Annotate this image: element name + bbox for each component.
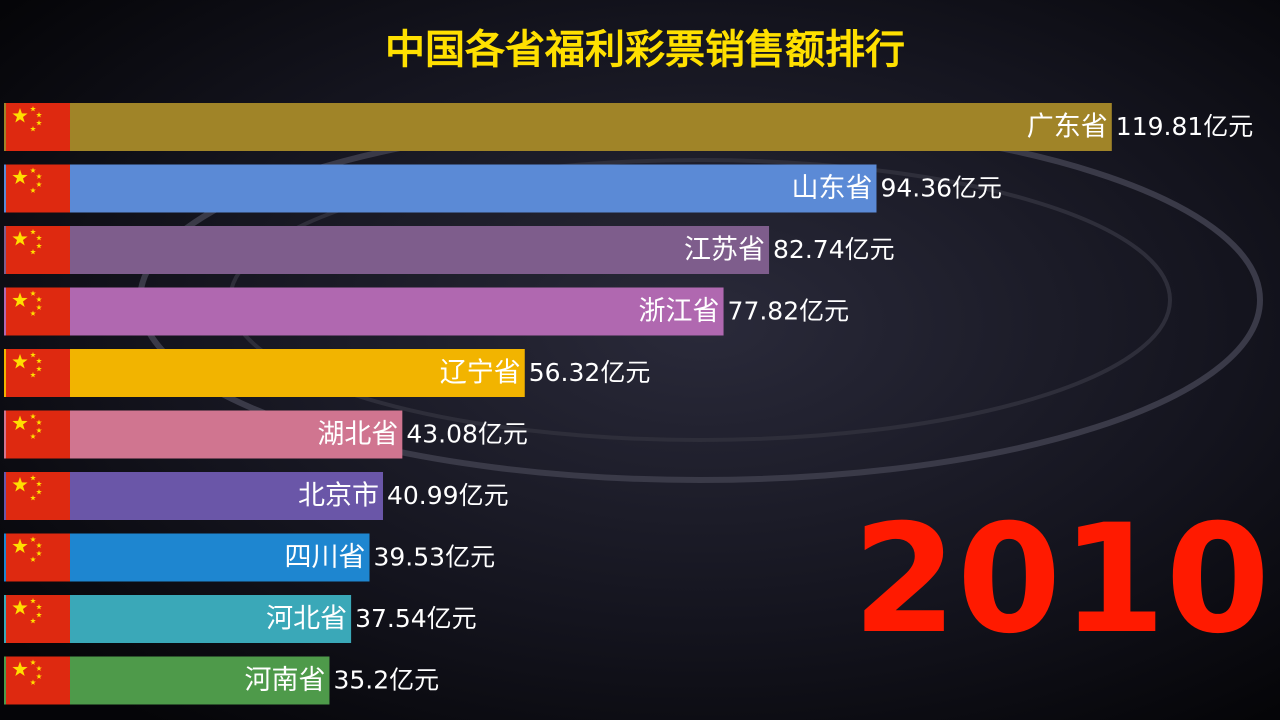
flag-star [36, 419, 42, 425]
flag-star [30, 106, 36, 112]
flag-star [30, 290, 36, 296]
flag-star [12, 538, 28, 553]
flag-star [30, 126, 36, 132]
chart-title: 中国各省福利彩票销售额排行 [385, 27, 905, 73]
value-label: 94.36亿元 [880, 174, 1002, 203]
flag-star [30, 598, 36, 604]
flag-star [12, 231, 28, 246]
flag-star [30, 495, 36, 501]
category-label: 浙江省 [639, 296, 720, 327]
flag-star [12, 600, 28, 615]
flag-star [36, 665, 42, 671]
value-label: 37.54亿元 [355, 604, 477, 633]
flag-star [36, 604, 42, 610]
flag [6, 164, 70, 213]
flag-star [12, 415, 28, 430]
flag-star [36, 612, 42, 618]
flag-star [30, 229, 36, 235]
flag-star [30, 249, 36, 255]
category-label: 广东省 [1027, 112, 1108, 143]
flag [6, 410, 70, 459]
flag-star [36, 489, 42, 495]
category-label: 河北省 [266, 604, 347, 635]
flag [6, 533, 70, 582]
value-label: 40.99亿元 [387, 481, 509, 510]
flag-star [36, 427, 42, 433]
value-label: 39.53亿元 [374, 543, 496, 572]
flag-star [36, 358, 42, 364]
flag-star [30, 659, 36, 665]
flag-star [30, 413, 36, 419]
value-label: 56.32亿元 [529, 358, 651, 387]
category-label: 湖北省 [317, 419, 398, 450]
flag [6, 103, 70, 151]
bar [4, 410, 403, 459]
flag-star [36, 481, 42, 487]
flag-star [12, 292, 28, 307]
category-label: 北京市 [298, 481, 379, 512]
flag-star [30, 352, 36, 358]
flag [6, 226, 70, 274]
flag [6, 349, 70, 397]
flag [6, 595, 70, 643]
year-label: 2010 [853, 493, 1270, 667]
flag-star [36, 366, 42, 372]
value-label: 35.2亿元 [333, 666, 439, 695]
flag-star [36, 235, 42, 241]
flag-star [36, 243, 42, 249]
flag-star [36, 112, 42, 118]
flag-star [36, 673, 42, 679]
flag-star [36, 173, 42, 179]
flag-star [12, 477, 28, 492]
flag-star [36, 542, 42, 548]
bar [4, 226, 770, 274]
flag-star [36, 120, 42, 126]
value-label: 43.08亿元 [406, 420, 528, 449]
flag-star [30, 618, 36, 624]
flag-star [30, 556, 36, 562]
flag [6, 472, 70, 520]
flag-star [36, 296, 42, 302]
flag-star [30, 475, 36, 481]
flag-star [30, 433, 36, 439]
category-label: 河南省 [244, 665, 325, 696]
flag-star [30, 310, 36, 316]
flag-star [36, 550, 42, 556]
category-label: 四川省 [285, 542, 366, 573]
value-label: 77.82亿元 [728, 297, 850, 326]
flag [6, 656, 70, 705]
bar [4, 349, 525, 397]
flag-star [30, 536, 36, 542]
bar [4, 164, 877, 213]
flag-star [30, 167, 36, 173]
flag-star [30, 372, 36, 378]
bar [4, 287, 724, 336]
flag-star [12, 169, 28, 184]
category-label: 山东省 [791, 173, 872, 204]
category-label: 江苏省 [684, 235, 765, 266]
flag-star [30, 187, 36, 193]
flag-star [12, 354, 28, 369]
flag-star [36, 304, 42, 310]
flag-star [36, 181, 42, 187]
bar [4, 103, 1112, 151]
value-label: 82.74亿元 [773, 235, 895, 264]
flag-star [12, 108, 28, 123]
value-label: 119.81亿元 [1116, 112, 1253, 141]
flag [6, 287, 70, 336]
category-label: 辽宁省 [440, 358, 521, 389]
flag-star [12, 661, 28, 676]
flag-star [30, 679, 36, 685]
